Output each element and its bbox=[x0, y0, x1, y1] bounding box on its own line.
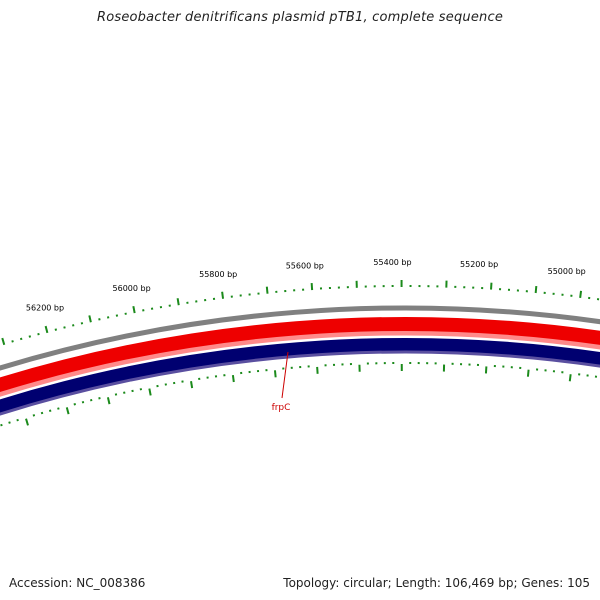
ruler-label: 55000 bp bbox=[548, 267, 586, 276]
inner-tick bbox=[568, 374, 572, 382]
inner-tick bbox=[65, 407, 70, 415]
inner-tick bbox=[273, 370, 277, 378]
gene-annotations: frpC bbox=[272, 351, 291, 413]
outer-tick bbox=[88, 315, 92, 323]
backbone-ring bbox=[0, 305, 600, 371]
ruler-label: 55400 bp bbox=[373, 258, 411, 267]
ruler-ticks bbox=[0, 279, 600, 427]
outer-tick bbox=[534, 285, 538, 294]
ruler-label: 56000 bp bbox=[113, 284, 151, 293]
ruler-labels: 56200 bp 56000 bp 55800 bp 55600 bp 55400 bp… bbox=[26, 258, 586, 313]
gene-label: frpC bbox=[272, 403, 291, 413]
inner-tick bbox=[231, 374, 235, 383]
forward-strand-inner-edge bbox=[0, 332, 600, 397]
forward-strand-edge bbox=[0, 331, 600, 395]
ruler-label: 55200 bp bbox=[460, 260, 498, 269]
ruler-label: 55600 bp bbox=[286, 262, 324, 271]
outer-tick bbox=[28, 335, 32, 338]
outer-tick bbox=[11, 340, 14, 343]
outer-tick bbox=[579, 290, 583, 298]
inner-tick bbox=[526, 369, 530, 377]
sequence-tracks bbox=[0, 305, 600, 416]
outer-tick bbox=[132, 305, 136, 314]
sequence-summary: Topology: circular; Length: 106,469 bp; … bbox=[283, 576, 590, 590]
accession-text: Accession: NC_008386 bbox=[9, 576, 146, 590]
inner-tick bbox=[190, 381, 194, 389]
outer-tick bbox=[1, 337, 6, 346]
inner-tick bbox=[8, 421, 11, 424]
gene-pointer-line bbox=[281, 351, 289, 399]
outer-tick bbox=[221, 291, 225, 299]
outer-tick bbox=[19, 337, 23, 341]
outer-tick bbox=[176, 298, 180, 306]
inner-tick bbox=[57, 407, 60, 410]
inner-tick bbox=[48, 409, 52, 412]
inner-tick bbox=[106, 397, 111, 405]
inner-tick bbox=[0, 423, 3, 427]
reverse-strand-track bbox=[0, 338, 600, 415]
outer-tick bbox=[37, 332, 40, 336]
inner-tick bbox=[148, 388, 152, 396]
reverse-strand-edge bbox=[0, 350, 600, 416]
outer-tick bbox=[44, 325, 49, 334]
inner-tick bbox=[32, 414, 36, 417]
forward-strand-track bbox=[0, 317, 600, 395]
ruler-label: 56200 bp bbox=[26, 304, 64, 313]
ruler-label: 55800 bp bbox=[199, 270, 237, 279]
inner-tick bbox=[16, 418, 19, 422]
inner-tick bbox=[40, 411, 44, 415]
map-title: Roseobacter denitrificans plasmid pTB1, … bbox=[96, 10, 504, 25]
inner-tick bbox=[25, 418, 29, 426]
outer-tick bbox=[265, 286, 269, 294]
